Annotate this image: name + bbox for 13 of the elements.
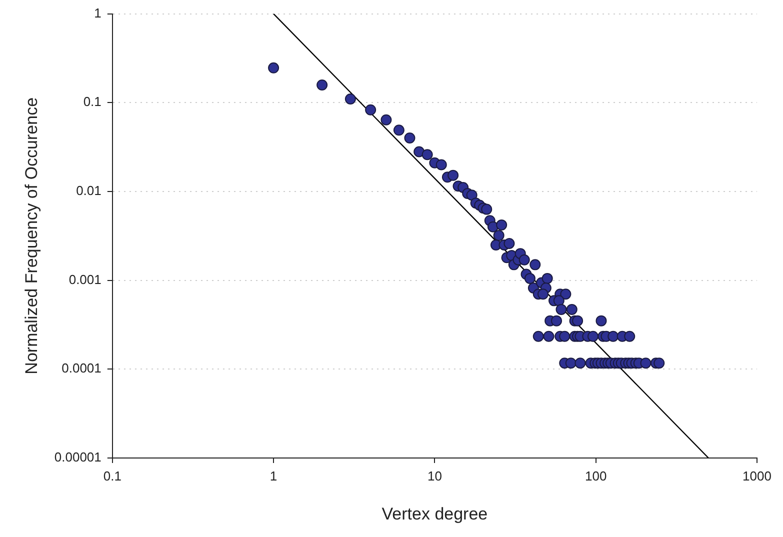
x-tick-label: 1000 [742,468,772,484]
x-tick-label: 100 [584,468,607,484]
x-tick-label: 10 [427,468,442,484]
y-tick-label: 0.1 [83,94,102,110]
y-tick-label: 0.0001 [62,360,102,376]
y-tick-label: 0.001 [68,272,102,287]
y-axis-title: Normalized Frequency of Occurence [22,97,41,374]
y-tick-label: 0.00001 [54,450,102,465]
x-axis-title: Vertex degree [382,504,488,524]
y-tick-label: 0.01 [76,183,102,198]
x-tick-label: 1 [270,468,278,484]
x-tick-label: 0.1 [103,468,122,484]
y-tick-label: 1 [94,5,102,20]
